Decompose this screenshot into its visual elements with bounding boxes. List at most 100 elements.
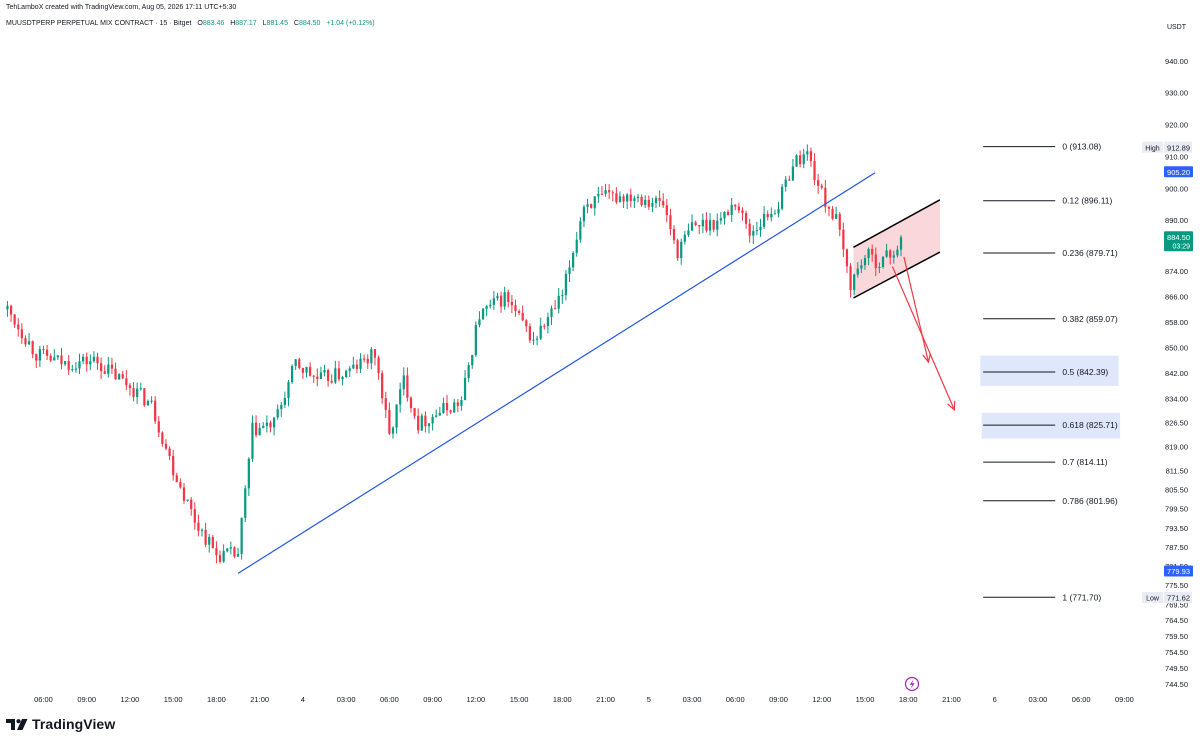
candle[interactable]: [662, 200, 665, 206]
candle[interactable]: [312, 375, 315, 377]
candle[interactable]: [381, 373, 384, 399]
candle[interactable]: [550, 308, 553, 318]
candle[interactable]: [427, 423, 431, 427]
candle[interactable]: [744, 213, 748, 224]
candle[interactable]: [780, 186, 784, 209]
candle[interactable]: [629, 194, 632, 201]
candle[interactable]: [334, 368, 337, 383]
candle[interactable]: [881, 256, 885, 268]
candle[interactable]: [708, 220, 712, 231]
candle[interactable]: [752, 230, 755, 236]
candle[interactable]: [489, 304, 492, 307]
down-arrow[interactable]: [903, 256, 929, 363]
candle[interactable]: [406, 375, 409, 398]
candle[interactable]: [287, 382, 290, 399]
down-arrow[interactable]: [891, 266, 955, 411]
candle[interactable]: [741, 210, 744, 214]
candle[interactable]: [164, 443, 168, 449]
candle[interactable]: [806, 151, 809, 155]
candle[interactable]: [716, 220, 719, 230]
candle[interactable]: [136, 388, 139, 397]
candle[interactable]: [301, 367, 305, 373]
candle[interactable]: [53, 357, 56, 361]
candle[interactable]: [463, 377, 467, 401]
candle[interactable]: [564, 273, 568, 296]
candle[interactable]: [759, 226, 762, 231]
candle[interactable]: [211, 537, 214, 549]
candle[interactable]: [510, 301, 513, 306]
candle[interactable]: [262, 425, 265, 428]
candle[interactable]: [899, 237, 903, 250]
trendline[interactable]: [237, 172, 876, 574]
candle[interactable]: [842, 229, 845, 250]
candle[interactable]: [31, 341, 34, 355]
candle[interactable]: [654, 197, 658, 203]
candle[interactable]: [705, 219, 708, 231]
candle[interactable]: [272, 417, 276, 428]
candle[interactable]: [20, 329, 23, 339]
candle[interactable]: [45, 349, 49, 356]
candle[interactable]: [734, 204, 737, 207]
candle[interactable]: [590, 204, 593, 209]
candle[interactable]: [366, 358, 369, 364]
candle[interactable]: [27, 341, 31, 345]
candle[interactable]: [128, 385, 132, 389]
candle[interactable]: [341, 377, 344, 380]
symbol-name[interactable]: MUUSDTPERP PERPETUAL MIX CONTRACT · 15 ·…: [6, 20, 192, 27]
candle[interactable]: [799, 155, 802, 165]
candle[interactable]: [485, 306, 488, 309]
candle[interactable]: [755, 230, 759, 232]
candle[interactable]: [647, 199, 650, 207]
candle[interactable]: [290, 365, 294, 383]
candle[interactable]: [672, 228, 676, 241]
price-badge[interactable]: [1164, 166, 1193, 178]
candle[interactable]: [773, 213, 777, 215]
candle[interactable]: [777, 208, 780, 214]
candle[interactable]: [788, 179, 791, 181]
candle[interactable]: [323, 370, 326, 373]
candle[interactable]: [896, 249, 899, 256]
candle[interactable]: [42, 349, 45, 351]
candle[interactable]: [622, 196, 625, 202]
candle[interactable]: [561, 295, 564, 297]
candle[interactable]: [809, 151, 813, 162]
candle[interactable]: [218, 555, 222, 562]
candle[interactable]: [283, 398, 286, 405]
candle[interactable]: [442, 402, 445, 413]
candle[interactable]: [694, 222, 697, 225]
candle[interactable]: [575, 239, 578, 253]
candle[interactable]: [233, 547, 236, 557]
candle[interactable]: [146, 400, 150, 406]
candle[interactable]: [546, 317, 550, 327]
candle[interactable]: [236, 554, 240, 557]
candle[interactable]: [535, 338, 539, 340]
candle[interactable]: [179, 482, 182, 488]
candle[interactable]: [669, 215, 672, 229]
candle[interactable]: [871, 248, 874, 255]
candle[interactable]: [110, 364, 114, 369]
candle[interactable]: [92, 356, 96, 362]
candle[interactable]: [853, 274, 856, 290]
candle[interactable]: [107, 364, 110, 374]
fib-zone-box[interactable]: [981, 412, 1121, 439]
candle[interactable]: [885, 250, 888, 257]
candle[interactable]: [373, 349, 377, 358]
candle[interactable]: [478, 319, 481, 326]
candle[interactable]: [182, 487, 186, 501]
candle[interactable]: [748, 223, 751, 236]
candle[interactable]: [258, 427, 261, 436]
candle[interactable]: [600, 193, 604, 195]
candle[interactable]: [6, 305, 9, 310]
candle[interactable]: [802, 154, 805, 165]
channel-fill[interactable]: [853, 199, 940, 298]
candle[interactable]: [96, 356, 99, 364]
candle[interactable]: [391, 427, 395, 434]
candle[interactable]: [204, 529, 207, 545]
candle[interactable]: [845, 249, 849, 267]
candle[interactable]: [280, 404, 283, 410]
candle[interactable]: [222, 551, 225, 562]
candle[interactable]: [835, 214, 838, 219]
candle[interactable]: [795, 155, 798, 167]
candle[interactable]: [481, 308, 485, 320]
candle[interactable]: [813, 161, 816, 181]
